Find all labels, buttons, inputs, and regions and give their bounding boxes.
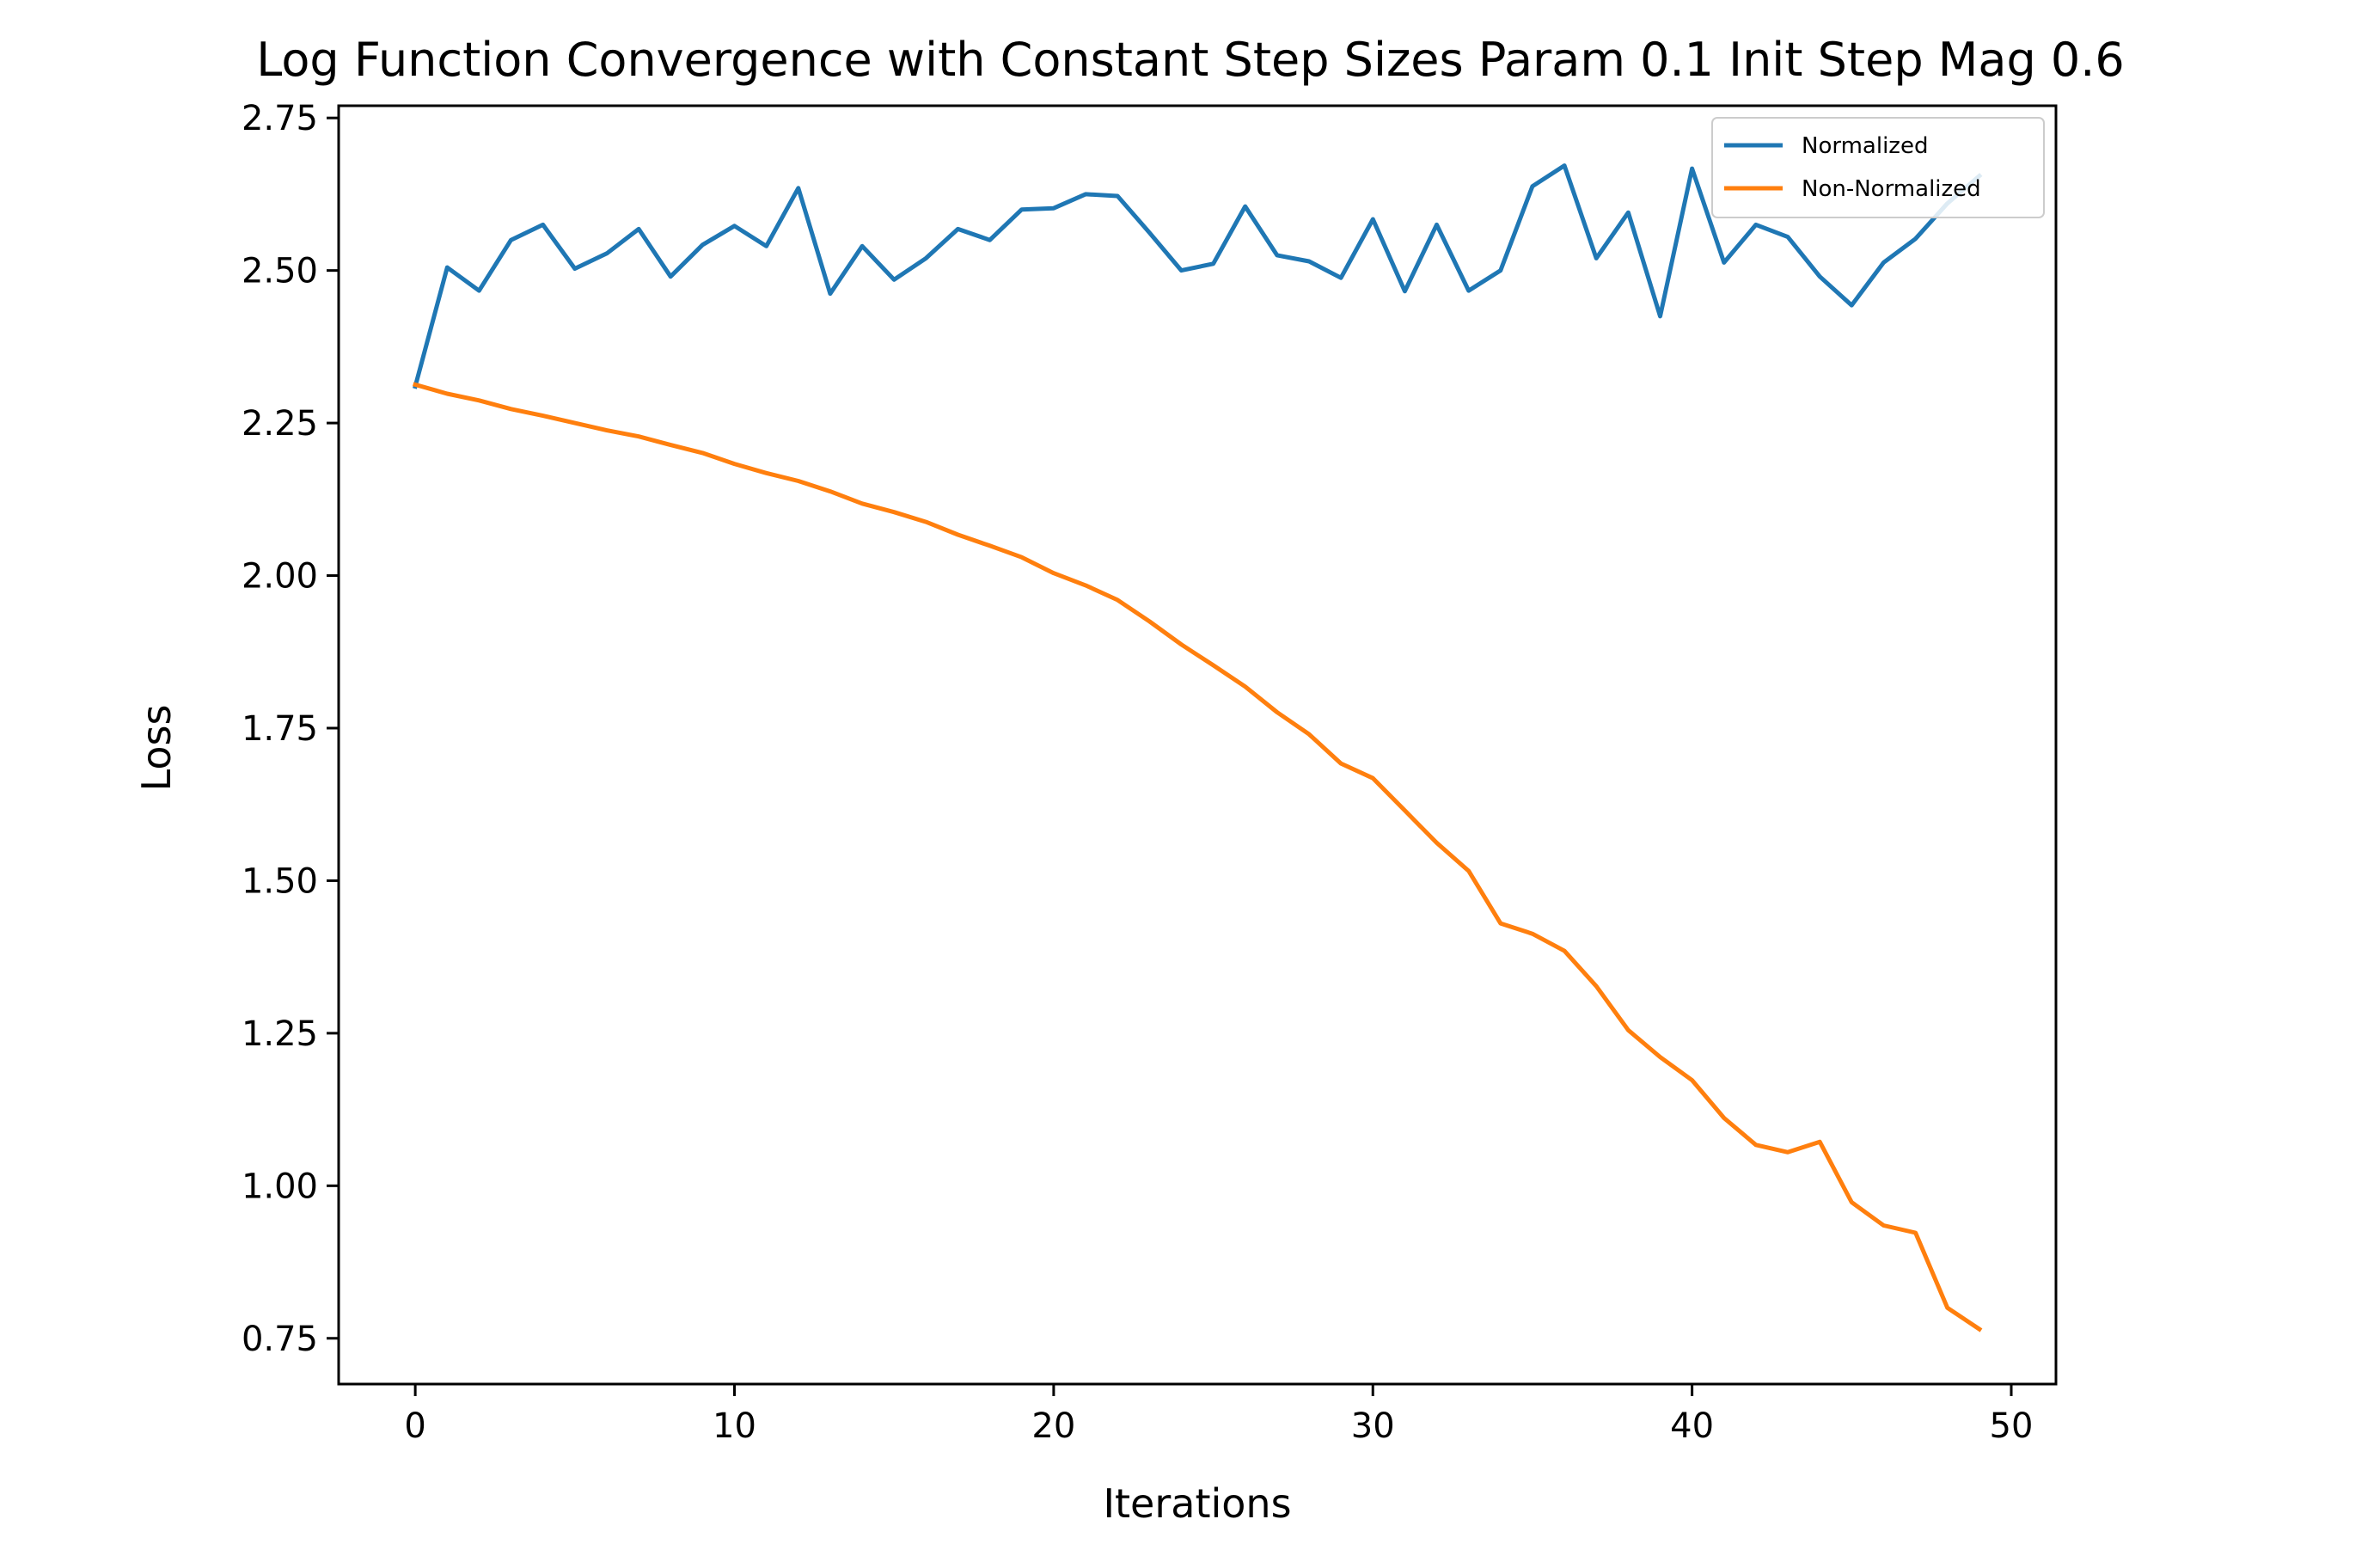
y-tick-label: 1.50 xyxy=(242,861,318,901)
series-line-0 xyxy=(413,163,1983,389)
chart-title: Log Function Convergence with Constant S… xyxy=(256,33,2125,87)
x-tick-label: 20 xyxy=(1031,1406,1075,1446)
series-line-1 xyxy=(413,382,1983,1332)
legend-label-0: Normalized xyxy=(1802,133,1928,159)
y-tick-label: 0.75 xyxy=(242,1320,318,1359)
y-tick-label: 2.50 xyxy=(242,252,318,291)
y-axis-ticks: 0.75 1.00 1.25 1.50 1.75 2.00 2.25 2.50 2.75 xyxy=(242,99,339,1359)
y-axis-label: Loss xyxy=(133,705,180,792)
y-tick-label: 2.75 xyxy=(242,99,318,138)
legend-box xyxy=(1711,117,2045,218)
x-tick-label: 30 xyxy=(1351,1406,1395,1446)
x-tick-label: 40 xyxy=(1670,1406,1714,1446)
x-axis-ticks: 0 10 20 30 40 50 xyxy=(404,1384,2033,1446)
legend-label-1: Non-Normalized xyxy=(1802,176,1981,202)
y-tick-label: 1.25 xyxy=(242,1014,318,1054)
y-tick-label: 1.75 xyxy=(242,709,318,749)
x-axis-label: Iterations xyxy=(1103,1480,1291,1527)
series-group xyxy=(413,163,1983,1332)
plot-area xyxy=(339,106,2056,1384)
legend: Normalized Non-Normalized xyxy=(1711,117,2045,218)
x-tick-label: 50 xyxy=(1990,1406,2034,1446)
x-tick-label: 10 xyxy=(713,1406,756,1446)
y-tick-label: 2.00 xyxy=(242,557,318,597)
y-tick-label: 2.25 xyxy=(242,404,318,444)
x-tick-label: 0 xyxy=(404,1406,425,1446)
y-tick-label: 1.00 xyxy=(242,1167,318,1206)
plot-frame xyxy=(337,104,2058,1386)
